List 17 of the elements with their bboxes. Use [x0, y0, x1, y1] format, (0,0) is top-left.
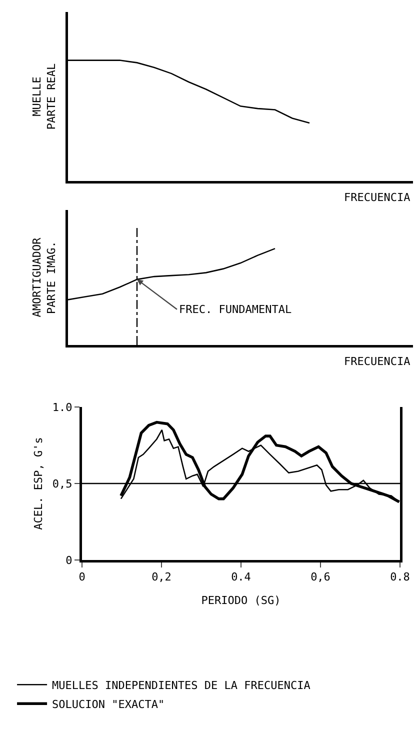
annotation: FREC. FUNDAMENTAL [179, 303, 292, 316]
y-tick-label: 0,5 [52, 477, 72, 490]
x-tick-label: 0,2 [152, 570, 172, 584]
x-tick-label: 0.8 [390, 570, 410, 584]
legend-label: MUELLES INDEPENDIENTES DE LA FRECUENCIA [52, 678, 311, 692]
x-axis-title: PERIODO (SG) [201, 594, 281, 608]
legend-label: SOLUCION "EXACTA" [52, 698, 165, 711]
x-axis-title: FRECUENCIA [344, 191, 411, 204]
y-tick-label: 1.0 [52, 400, 72, 414]
x-tick-label: 0.4 [231, 570, 252, 584]
y-axis-title: AMORTIGUADOR PARTE IMAG. [30, 237, 58, 318]
x-tick-label: 0,6 [310, 570, 330, 584]
x-axis-title: FRECUENCIA [344, 355, 411, 368]
y-axis-title: ACEL. ESP, G's [32, 437, 45, 530]
y-axis-title: MUELLE PARTE REAL [30, 63, 58, 130]
x-tick-label: 0 [78, 570, 86, 584]
y-tick-label: 0 [66, 554, 72, 567]
